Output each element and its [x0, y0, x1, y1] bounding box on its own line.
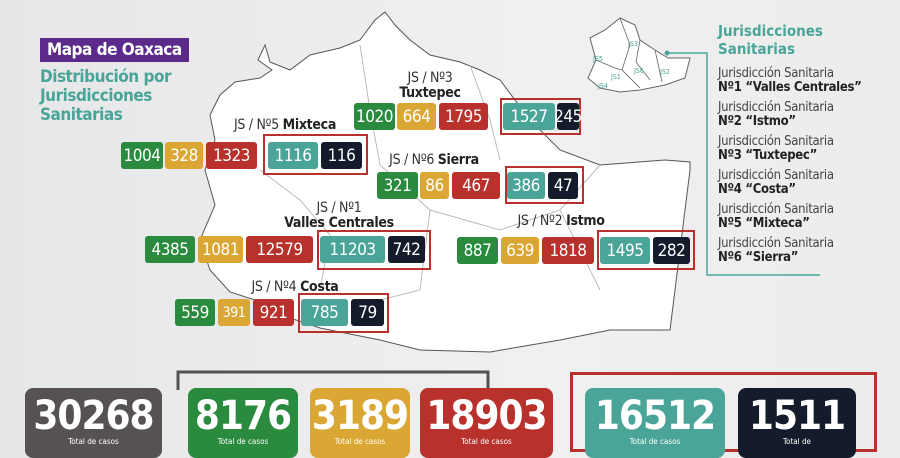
legend-item: Jurisdicción Sanitaria Nº5 “Mixteca”	[718, 202, 834, 231]
total-card: 1511 Total de	[738, 388, 856, 458]
value-box: 664	[397, 103, 436, 130]
value-box: 245	[554, 103, 582, 130]
value-box: 467	[452, 172, 500, 199]
mini-map-label: JS3	[628, 40, 638, 48]
value-box: 47	[548, 172, 578, 199]
value-box: 1495	[600, 237, 650, 264]
value-box: 321	[377, 172, 418, 199]
value-box: 559	[175, 299, 215, 326]
value-box: 887	[457, 237, 498, 264]
jurisdiction-label: JS / Nº3 Tuxtepec	[399, 70, 461, 101]
value-box: 79	[351, 299, 384, 326]
value-box: 86	[420, 172, 449, 199]
legend-item: Jurisdicción Sanitaria Nº3 “Tuxtepec”	[718, 134, 834, 163]
jurisdiction-label: JS / Nº1 Valles Centrales	[284, 200, 394, 231]
page-subtitle: Distribución por Jurisdicciones Sanitari…	[40, 67, 172, 125]
total-card: 8176 Total de casos	[188, 388, 298, 458]
total-card: 30268 Total de casos	[25, 388, 162, 458]
page-title: Mapa de Oaxaca	[40, 38, 189, 62]
value-box: 4385	[145, 236, 195, 263]
legend-title: Jurisdicciones Sanitarias	[718, 22, 823, 58]
jurisdiction-label: JS / Nº6 Sierra	[389, 152, 479, 168]
mini-map-label: JS6	[634, 67, 644, 75]
mini-map-label: JS1	[611, 73, 621, 81]
value-box: 1795	[439, 103, 488, 130]
value-box: 1116	[268, 142, 318, 169]
jurisdiction-label: JS / Nº4 Costa	[251, 279, 339, 295]
jurisdiction-label: JS / Nº5 Mixteca	[233, 117, 337, 133]
mini-map-label: JS5	[593, 55, 603, 63]
value-box: 386	[507, 172, 545, 199]
legend-item: Jurisdicción Sanitaria Nº1 “Valles Centra…	[718, 66, 862, 95]
value-box: 921	[253, 299, 294, 326]
value-box: 1323	[206, 142, 257, 169]
value-box: 12579	[246, 236, 313, 263]
total-card: 18903 Total de casos	[420, 388, 553, 458]
value-box: 11203	[320, 236, 385, 263]
legend-item: Jurisdicción Sanitaria Nº2 “Istmo”	[718, 100, 834, 129]
total-card: 16512 Total de casos	[585, 388, 725, 458]
mini-map	[587, 17, 691, 93]
value-box: 1081	[198, 236, 243, 263]
value-box: 1818	[542, 237, 594, 264]
value-box: 282	[653, 237, 690, 264]
value-box: 116	[321, 142, 362, 169]
legend-item: Jurisdicción Sanitaria Nº4 “Costa”	[718, 168, 834, 197]
value-box: 1527	[503, 103, 555, 130]
value-box: 391	[218, 299, 250, 326]
value-box: 1004	[121, 142, 163, 169]
total-card: 3189 Total de casos	[310, 388, 410, 458]
value-box: 1020	[354, 103, 395, 130]
jurisdiction-label: JS / Nº2 Istmo	[517, 213, 605, 229]
legend-item: Jurisdicción Sanitaria Nº6 “Sierra”	[718, 236, 834, 265]
value-box: 639	[501, 237, 539, 264]
value-box: 785	[301, 299, 348, 326]
mini-map-label: JS4	[598, 82, 608, 90]
value-box: 742	[388, 236, 425, 263]
mini-map-label: JS2	[660, 68, 670, 76]
value-box: 328	[165, 142, 203, 169]
